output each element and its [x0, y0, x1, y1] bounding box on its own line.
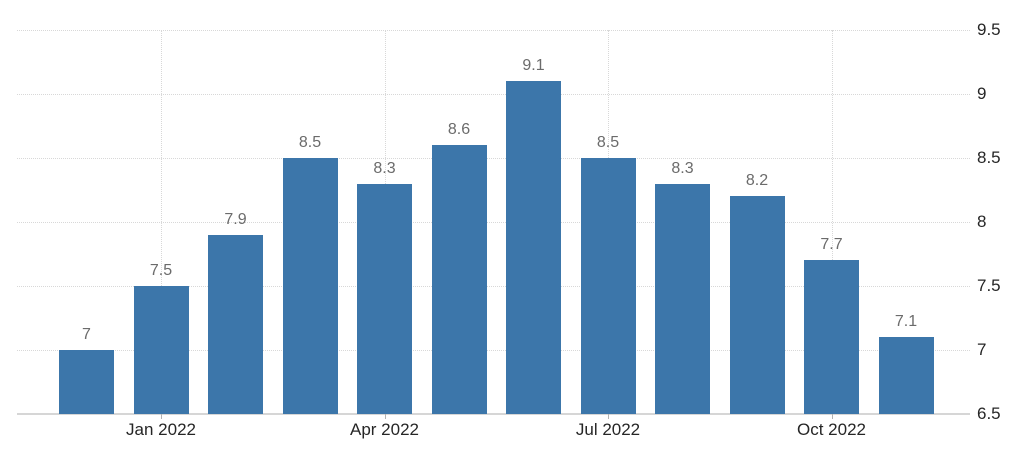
bar[interactable]	[59, 350, 114, 414]
bar[interactable]	[133, 286, 189, 414]
bar[interactable]	[282, 158, 338, 414]
y-axis-label: 8	[977, 212, 987, 231]
bar-value-label: 7	[82, 326, 91, 343]
bar-value-label: 7.1	[894, 313, 918, 330]
gridline-horizontal	[17, 94, 970, 95]
gridline-vertical	[831, 30, 833, 414]
bar-value-label: 8.5	[298, 134, 322, 151]
gridline-horizontal	[17, 222, 970, 223]
bar[interactable]	[506, 81, 561, 414]
bar[interactable]	[729, 196, 785, 414]
x-axis-tick	[608, 414, 609, 419]
y-axis-label: 7	[977, 340, 987, 359]
gridline-horizontal	[17, 158, 970, 159]
y-axis-label: 9	[977, 84, 987, 103]
bar-value-label: 8.2	[745, 172, 769, 189]
bar-value-label: 7.7	[820, 236, 843, 253]
x-axis-label: Jul 2022	[575, 420, 641, 439]
x-axis-label: Oct 2022	[797, 420, 866, 439]
y-axis-label: 6.5	[977, 404, 1001, 423]
bar[interactable]	[431, 145, 487, 414]
bar[interactable]	[208, 235, 263, 414]
gridline-horizontal	[17, 30, 970, 31]
y-axis-label: 7.5	[977, 276, 1001, 295]
bar-value-label: 8.3	[671, 160, 694, 177]
bar-value-label: 7.5	[149, 262, 173, 279]
bar-value-label: 9.1	[522, 57, 545, 74]
x-axis-tick	[831, 414, 833, 419]
bar-value-label: 8.6	[447, 121, 471, 138]
bar[interactable]	[804, 260, 859, 414]
x-axis-label: Jan 2022	[126, 420, 196, 439]
bar-value-label: 7.9	[224, 211, 247, 228]
bar-value-label: 8.3	[373, 160, 396, 177]
gridline-vertical	[161, 30, 162, 414]
gridline-horizontal	[17, 350, 970, 351]
bar[interactable]	[878, 337, 934, 414]
bar[interactable]	[655, 184, 710, 414]
y-axis-label: 8.5	[977, 148, 1001, 167]
gridline-horizontal	[17, 286, 970, 287]
bar[interactable]	[580, 158, 636, 414]
bar[interactable]	[357, 184, 412, 414]
x-axis-label: Apr 2022	[350, 420, 419, 439]
x-axis-line	[17, 413, 970, 415]
y-axis-label: 9.5	[977, 20, 1001, 39]
bar-value-label: 8.5	[596, 134, 620, 151]
x-axis-tick	[161, 414, 162, 419]
x-axis-tick	[384, 414, 386, 419]
